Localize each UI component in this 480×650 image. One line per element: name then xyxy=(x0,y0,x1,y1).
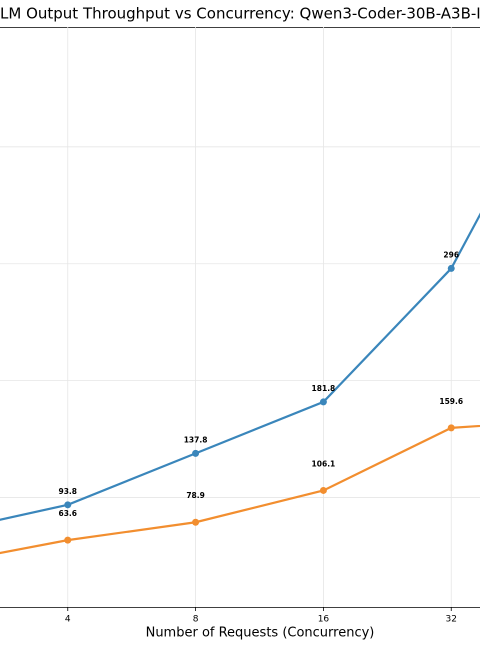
chart-title: LM Output Throughput vs Concurrency: Qwe… xyxy=(0,5,480,23)
x-tick-label: 4 xyxy=(65,615,71,625)
data-point xyxy=(64,501,72,509)
data-point xyxy=(447,424,455,432)
data-label: 78.9 xyxy=(186,491,205,500)
data-label: 137.8 xyxy=(184,435,208,444)
x-tick-label: 8 xyxy=(193,615,199,625)
data-point xyxy=(319,486,327,494)
data-point xyxy=(64,536,72,544)
x-axis-label: Number of Requests (Concurrency) xyxy=(146,626,375,641)
data-label: 63.6 xyxy=(59,509,78,518)
data-label: 296 xyxy=(443,250,459,259)
series-line xyxy=(0,212,480,521)
plot-area xyxy=(0,27,480,607)
data-point xyxy=(192,518,200,526)
data-label: 181.8 xyxy=(312,384,336,393)
data-point xyxy=(447,264,455,272)
data-label: 106.1 xyxy=(312,459,336,468)
x-tick-label: 32 xyxy=(446,615,457,625)
data-label: 93.8 xyxy=(59,487,78,496)
data-point xyxy=(319,398,327,406)
x-tick-label: 16 xyxy=(318,615,330,625)
series-line xyxy=(0,424,480,555)
data-point xyxy=(192,449,200,457)
data-label: 159.6 xyxy=(439,397,463,406)
